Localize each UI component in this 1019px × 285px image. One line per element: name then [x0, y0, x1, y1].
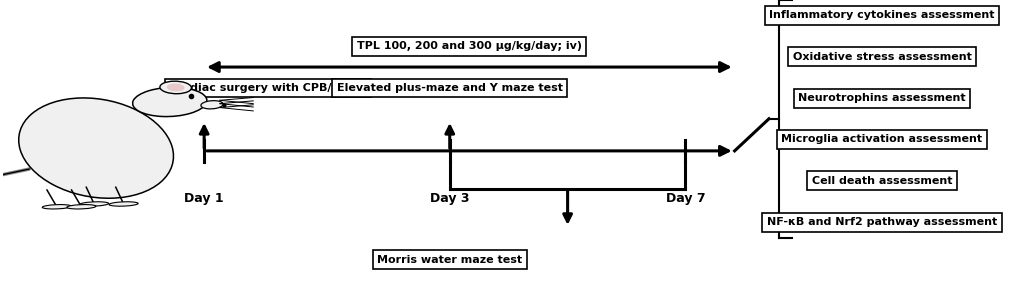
- Text: Day 3: Day 3: [430, 192, 469, 205]
- Text: Elevated plus-maze and Y maze test: Elevated plus-maze and Y maze test: [336, 83, 562, 93]
- Ellipse shape: [109, 202, 138, 206]
- Text: NF-κB and Nrf2 pathway assessment: NF-κB and Nrf2 pathway assessment: [766, 217, 997, 227]
- Text: Morris water maze test: Morris water maze test: [377, 255, 522, 265]
- Text: Microglia activation assessment: Microglia activation assessment: [781, 135, 981, 144]
- Text: Day 1: Day 1: [184, 192, 224, 205]
- Text: Cell death assessment: Cell death assessment: [811, 176, 952, 186]
- Ellipse shape: [132, 87, 207, 117]
- Ellipse shape: [167, 84, 184, 91]
- Ellipse shape: [201, 101, 223, 109]
- Ellipse shape: [79, 202, 109, 206]
- Ellipse shape: [18, 98, 173, 198]
- Ellipse shape: [42, 205, 71, 209]
- Text: Oxidative stress assessment: Oxidative stress assessment: [792, 52, 970, 62]
- Text: Day 7: Day 7: [665, 192, 704, 205]
- Ellipse shape: [66, 205, 96, 209]
- Ellipse shape: [160, 81, 192, 94]
- Text: Inflammatory cytokines assessment: Inflammatory cytokines assessment: [768, 10, 994, 20]
- Text: Cardiac surgery with CPB/DHCA: Cardiac surgery with CPB/DHCA: [169, 83, 367, 93]
- Text: Neurotrophins assessment: Neurotrophins assessment: [797, 93, 965, 103]
- Text: TPL 100, 200 and 300 μg/kg/day; iv): TPL 100, 200 and 300 μg/kg/day; iv): [357, 41, 581, 51]
